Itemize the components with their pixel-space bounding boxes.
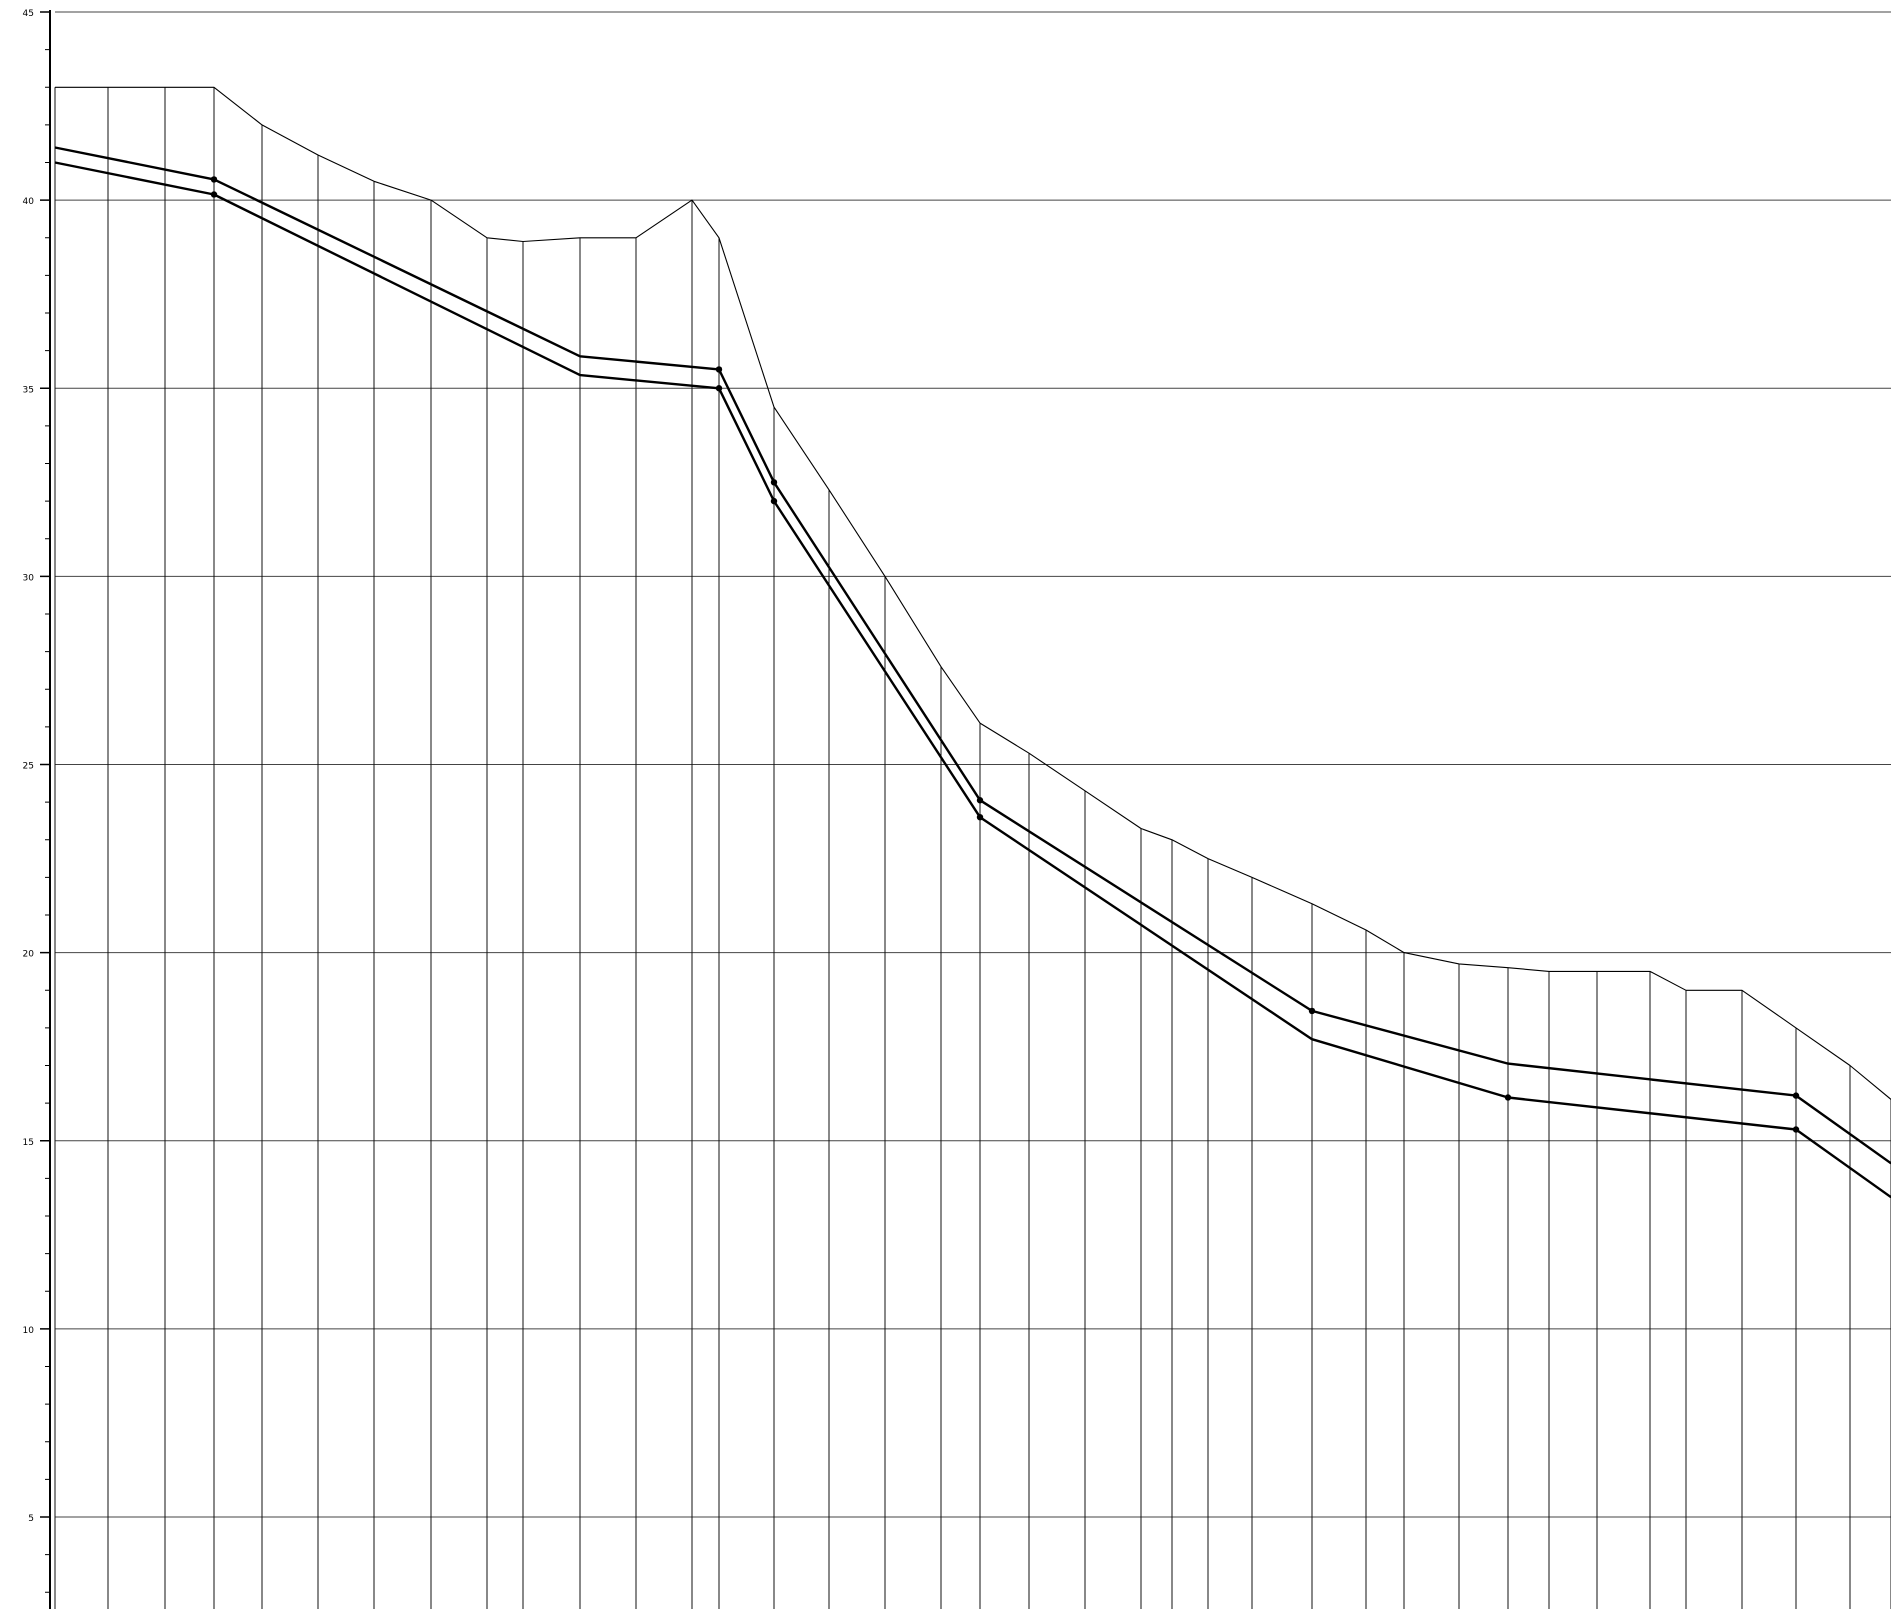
- y-tick-label-30: 30: [23, 573, 35, 583]
- y-tick-label-25: 25: [23, 762, 34, 772]
- marker-series-2-4: [1504, 1094, 1512, 1101]
- y-tick-label-20: 20: [23, 950, 35, 960]
- y-tick-label-40: 40: [23, 197, 35, 207]
- marker-series-2-5: [1792, 1126, 1800, 1133]
- y-tick-label-35: 35: [23, 385, 34, 395]
- y-axis: 5 10 15 20 25 30 35 40 45: [23, 9, 51, 1609]
- marker-series-1-3: [976, 797, 984, 804]
- marker-series-1-5: [1792, 1092, 1800, 1099]
- y-tick-label-5: 5: [28, 1514, 34, 1524]
- marker-series-2-3: [976, 813, 984, 821]
- marker-series-1-2: [770, 479, 778, 486]
- marker-series-1-4: [1308, 1007, 1316, 1015]
- series-line-2: [54, 161, 1891, 1199]
- series-line-0: [55, 86, 1891, 1100]
- series-line-1: [54, 146, 1891, 1165]
- marker-series-2-0: [210, 191, 218, 198]
- marker-series-1-0: [210, 176, 218, 183]
- marker-series-2-2: [770, 497, 778, 505]
- marker-series-1-1: [715, 366, 723, 373]
- series-markers: [210, 176, 1800, 1133]
- horizontal-gridlines: [55, 11, 1891, 1518]
- series-lines: [54, 86, 1891, 1199]
- y-tick-label-15: 15: [23, 1138, 34, 1148]
- vertical-station-lines: [54, 87, 1891, 1609]
- marker-series-2-1: [715, 385, 723, 392]
- y-tick-label-10: 10: [23, 1326, 35, 1336]
- y-tick-label-45: 45: [23, 9, 34, 19]
